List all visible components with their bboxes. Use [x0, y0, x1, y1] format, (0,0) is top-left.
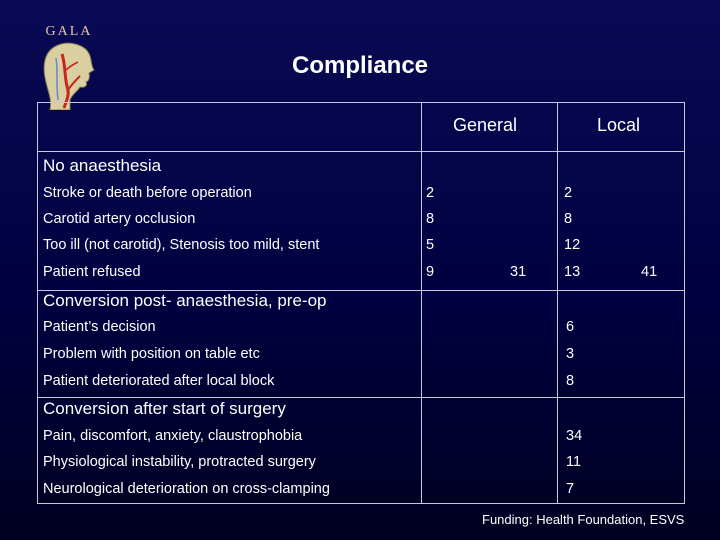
section-rule-1 — [38, 290, 684, 291]
row-general-value: 2 — [426, 185, 435, 201]
row-local-value: 2 — [564, 185, 573, 201]
header-general: General — [453, 115, 518, 135]
row-general-value: 5 — [426, 237, 435, 253]
funding-note: Funding: Health Foundation, ESVS — [482, 512, 685, 527]
section-heading-no-anaesthesia: No anaesthesia — [43, 156, 162, 175]
row-label: Carotid artery occlusion — [43, 211, 196, 227]
row-general-value: 8 — [426, 211, 435, 227]
row-label: Patient deteriorated after local block — [43, 373, 275, 389]
row-label: Patient refused — [43, 264, 141, 280]
total-local-value: 41 — [641, 264, 658, 280]
row-local-value: 6 — [566, 319, 575, 335]
row-local-value: 34 — [566, 428, 583, 444]
row-label: Patient’s decision — [43, 319, 156, 335]
column-divider-2 — [557, 103, 558, 503]
row-local-value: 3 — [566, 346, 575, 362]
header-local: Local — [597, 115, 641, 135]
gala-logo: GALA — [38, 24, 100, 110]
head-anatomy-icon — [43, 42, 95, 110]
row-general-value: 9 — [426, 264, 435, 280]
row-local-value: 13 — [564, 264, 581, 280]
row-local-value: 8 — [564, 211, 573, 227]
row-label: Too ill (not carotid), Stenosis too mild… — [43, 237, 320, 253]
row-local-value: 12 — [564, 237, 581, 253]
section-rule-2 — [38, 397, 684, 398]
compliance-table: General Local No anaesthesia Stroke or d… — [37, 102, 685, 504]
row-label: Stroke or death before operation — [43, 185, 252, 201]
row-label: Neurological deterioration on cross-clam… — [43, 481, 330, 497]
row-label: Pain, discomfort, anxiety, claustrophobi… — [43, 428, 303, 444]
page-title: Compliance — [291, 52, 429, 79]
row-label: Physiological instability, protracted su… — [43, 454, 316, 470]
column-divider-1 — [421, 103, 422, 503]
row-label: Problem with position on table etc — [43, 346, 260, 362]
header-rule — [38, 151, 684, 152]
section-heading-conversion-surgery: Conversion after start of surgery — [43, 399, 286, 418]
row-local-value: 11 — [566, 454, 582, 470]
row-local-value: 8 — [566, 373, 575, 389]
total-general-value: 31 — [510, 264, 527, 280]
row-local-value: 7 — [566, 481, 575, 497]
gala-logo-text: GALA — [45, 24, 93, 39]
section-heading-conversion-pre-op: Conversion post- anaesthesia, pre-op — [43, 291, 327, 310]
